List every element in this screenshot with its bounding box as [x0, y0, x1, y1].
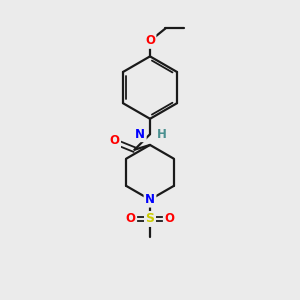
Text: N: N	[135, 128, 145, 141]
Text: O: O	[164, 212, 174, 226]
Text: H: H	[157, 128, 166, 141]
Text: S: S	[146, 212, 154, 226]
Text: O: O	[126, 212, 136, 226]
Text: N: N	[145, 193, 155, 206]
Text: O: O	[145, 34, 155, 47]
Text: O: O	[110, 134, 120, 147]
